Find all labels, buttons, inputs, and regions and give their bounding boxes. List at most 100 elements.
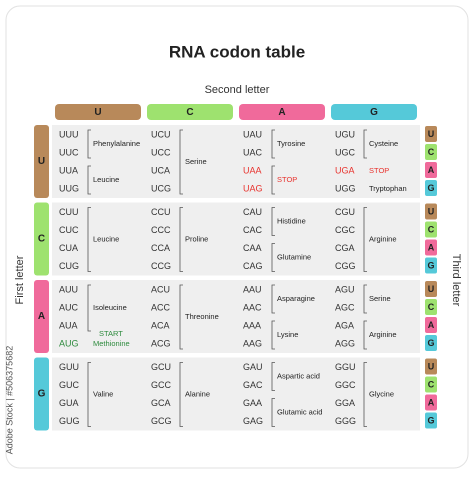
column-header <box>331 104 417 120</box>
codon: AUG <box>59 338 79 348</box>
codon: AGG <box>335 338 355 348</box>
row-letter: C <box>38 234 45 245</box>
column-letter: C <box>186 107 193 118</box>
third-letter: G <box>427 415 434 425</box>
bracket <box>271 129 275 159</box>
amino-acid: Arginine <box>369 330 397 339</box>
third-letter-box <box>425 281 437 297</box>
codon: GGU <box>335 362 356 372</box>
column-header <box>147 104 233 120</box>
bracket <box>271 284 275 314</box>
codon: UUG <box>59 183 79 193</box>
codon: GAC <box>243 380 263 390</box>
amino-acid: Lysine <box>277 330 298 339</box>
codon: CUG <box>59 261 79 271</box>
third-letter-box <box>425 394 437 411</box>
column-header <box>55 104 141 120</box>
codon: UGA <box>335 165 355 175</box>
codon: GGA <box>335 398 355 408</box>
amino-acid: Tryptophan <box>369 184 407 193</box>
bracket <box>179 129 183 195</box>
third-letter: A <box>428 242 435 252</box>
title: RNA codon table <box>169 42 305 61</box>
third-letter: C <box>428 224 435 234</box>
third-letter-box <box>425 257 437 274</box>
codon: UCC <box>151 147 171 157</box>
amino-acid: Isoleucine <box>93 303 127 312</box>
bracket <box>179 284 183 350</box>
codon: AUA <box>59 320 78 330</box>
third-letter: C <box>428 302 435 312</box>
bracket <box>271 398 275 427</box>
bracket <box>363 207 367 272</box>
bracket <box>87 284 91 332</box>
row-letter: G <box>38 389 46 400</box>
amino-acid: Serine <box>369 294 391 303</box>
third-letter: G <box>427 183 434 193</box>
codon: CUA <box>59 243 78 253</box>
third-letter: C <box>428 379 435 389</box>
codon: UUC <box>59 147 79 157</box>
third-letter: G <box>427 260 434 270</box>
codon-note: START <box>99 329 123 338</box>
third-letter: A <box>428 397 435 407</box>
third-letter-box <box>425 376 437 393</box>
row-header <box>34 280 49 353</box>
second-letter-label: Second letter <box>205 84 270 96</box>
codon: CGC <box>335 225 356 235</box>
bracket <box>87 362 91 427</box>
codon: GCC <box>151 380 172 390</box>
row-background <box>52 202 420 276</box>
bracket <box>363 320 367 350</box>
bracket <box>363 129 367 159</box>
codon: GAA <box>243 398 262 408</box>
codon: CAC <box>243 225 263 235</box>
codon: GUG <box>59 416 80 426</box>
codon: GGG <box>335 416 356 426</box>
codon: CCA <box>151 243 170 253</box>
bracket <box>87 207 91 272</box>
third-letter-box <box>425 180 437 196</box>
amino-acid: Glutamine <box>277 252 311 261</box>
third-letter: C <box>428 147 435 157</box>
amino-acid: STOP <box>277 175 297 184</box>
bracket <box>271 320 275 350</box>
codon: ACU <box>151 284 170 294</box>
amino-acid: Methionine <box>93 339 130 348</box>
codon: AUC <box>59 302 79 312</box>
amino-acid: Proline <box>185 234 208 243</box>
bracket <box>363 284 367 314</box>
amino-acid: Tyrosine <box>277 139 305 148</box>
codon: GAG <box>243 416 263 426</box>
codon: UCU <box>151 129 171 139</box>
codon: UAG <box>243 183 263 193</box>
codon: ACC <box>151 302 171 312</box>
codon: CAA <box>243 243 262 253</box>
row-background <box>52 125 420 198</box>
codon: UCA <box>151 165 170 175</box>
column-letter: A <box>278 107 285 118</box>
first-letter-label: First letter <box>14 255 26 304</box>
amino-acid: Phenylalanine <box>93 139 140 148</box>
row-header <box>34 357 49 431</box>
row-letter: A <box>38 311 45 322</box>
amino-acid: Arginine <box>369 234 397 243</box>
codon: UCG <box>151 183 171 193</box>
codon: AGA <box>335 320 354 330</box>
codon: CAU <box>243 207 262 217</box>
amino-acid: Alanine <box>185 389 210 398</box>
codon: GUC <box>59 380 80 390</box>
amino-acid: Histidine <box>277 216 306 225</box>
bracket <box>271 243 275 272</box>
codon: AAU <box>243 284 262 294</box>
third-letter: U <box>428 206 435 216</box>
codon: CCC <box>151 225 171 235</box>
amino-acid: Leucine <box>93 175 119 184</box>
third-letter-box <box>425 299 437 315</box>
amino-acid: Valine <box>93 389 113 398</box>
third-letter: U <box>428 284 435 294</box>
bracket <box>179 362 183 427</box>
amino-acid: STOP <box>369 166 389 175</box>
third-letter-box <box>425 358 437 375</box>
third-letter-box <box>425 126 437 142</box>
